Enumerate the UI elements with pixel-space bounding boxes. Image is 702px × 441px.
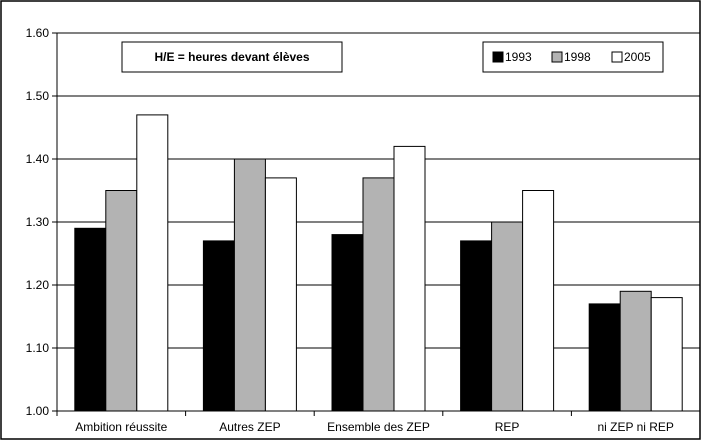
x-axis-tick-labels: Ambition réussite Autres ZEP Ensemble des …	[75, 420, 674, 434]
y-tick-label: 1.20	[26, 278, 50, 292]
bar-1998	[619, 290, 652, 412]
bar-2005	[264, 177, 297, 412]
legend: 1993 1998 2005	[482, 41, 664, 73]
chart-title: H/E = heures devant élèves	[154, 50, 309, 64]
y-axis-tick-labels: 1.00 1.10 1.20 1.30 1.40 1.50 1.60	[26, 26, 50, 418]
x-tick-label: Ensemble des ZEP	[327, 420, 430, 434]
bar-1993	[331, 234, 364, 412]
bar-1993	[460, 240, 493, 412]
x-tick-label: REP	[495, 420, 520, 434]
bar-1993	[202, 240, 235, 412]
bar-2005	[650, 297, 683, 412]
y-tick-label: 1.50	[26, 89, 50, 103]
y-tick-label: 1.00	[26, 404, 50, 418]
y-tick-label: 1.10	[26, 341, 50, 355]
legend-label-1998: 1998	[564, 50, 591, 64]
legend-swatch-1998	[551, 51, 563, 63]
bar-1998	[491, 221, 524, 412]
legend-swatch-2005	[611, 51, 623, 63]
legend-swatch-1993	[492, 51, 504, 63]
axes	[56, 33, 701, 416]
bar-1998	[362, 177, 395, 412]
bar-2005	[136, 114, 169, 412]
bar-1998	[105, 190, 138, 412]
y-tick-label: 1.60	[26, 26, 50, 40]
y-tick-label: 1.40	[26, 152, 50, 166]
x-tick-label: ni ZEP ni REP	[597, 420, 673, 434]
bar-1993	[74, 227, 107, 412]
bar-2005	[393, 145, 426, 412]
bar-1993	[588, 303, 621, 412]
y-tick-label: 1.30	[26, 215, 50, 229]
bar-1998	[233, 158, 266, 412]
title-box: H/E = heures devant élèves	[121, 41, 343, 73]
legend-label-2005: 2005	[624, 50, 651, 64]
x-tick-label: Ambition réussite	[75, 420, 167, 434]
legend-label-1993: 1993	[505, 50, 532, 64]
x-tick-label: Autres ZEP	[219, 420, 280, 434]
bar-2005	[522, 190, 555, 412]
bars	[74, 114, 683, 412]
